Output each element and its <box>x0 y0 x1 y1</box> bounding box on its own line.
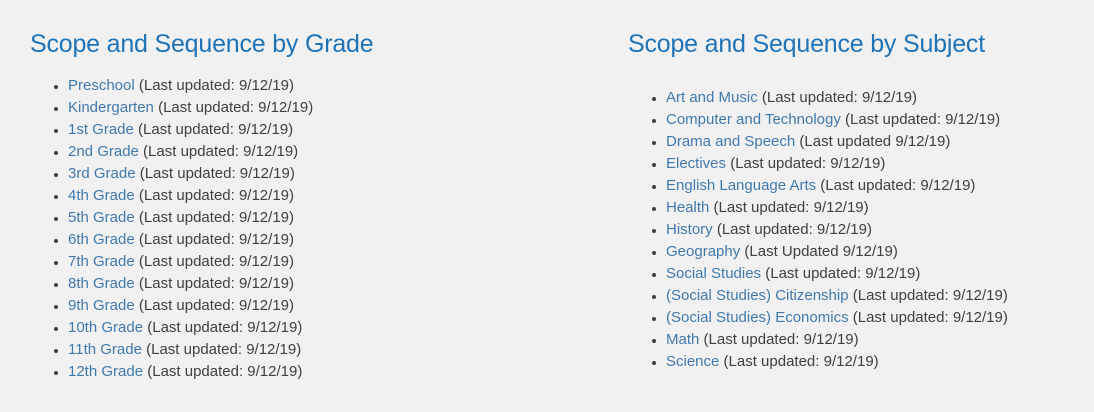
list-item: 3rd Grade (Last updated: 9/12/19) <box>68 163 598 185</box>
last-updated-text: (Last updated: 9/12/19) <box>134 297 294 314</box>
list-item: 6th Grade (Last updated: 9/12/19) <box>68 229 598 251</box>
last-updated-text: (Last updated: 9/12/19) <box>699 331 859 348</box>
list-item: Kindergarten (Last updated: 9/12/19) <box>68 97 598 119</box>
list-item: Health (Last updated: 9/12/19) <box>666 197 1094 219</box>
grade-link[interactable]: 8th Grade <box>68 275 135 292</box>
last-updated-text: (Last updated: 9/12/19) <box>143 363 303 380</box>
subject-link[interactable]: Science <box>666 353 720 370</box>
grade-link[interactable]: 4th Grade <box>68 187 135 204</box>
grade-link[interactable]: Preschool <box>68 77 135 94</box>
list-item: Computer and Technology (Last updated: 9… <box>666 109 1094 131</box>
subject-link[interactable]: Social Studies <box>666 265 762 282</box>
last-updated-text: (Last updated: 9/12/19) <box>135 165 295 182</box>
subject-link[interactable]: Electives <box>666 155 727 172</box>
last-updated-text: (Last updated: 9/12/19) <box>153 99 314 116</box>
section-by-grade: Scope and Sequence by Grade Preschool (L… <box>0 26 598 412</box>
last-updated-text: (Last updated: 9/12/19) <box>712 221 872 238</box>
section-by-subject: Scope and Sequence by Subject Art and Mu… <box>598 26 1094 412</box>
list-item: 1st Grade (Last updated: 9/12/19) <box>68 119 598 141</box>
last-updated-text: (Last updated: 9/12/19) <box>134 253 294 270</box>
last-updated-text: (Last updated: 9/12/19) <box>840 111 1001 128</box>
grade-link[interactable]: 3rd Grade <box>68 165 136 182</box>
grade-link[interactable]: 11th Grade <box>68 341 142 358</box>
grade-list: Preschool (Last updated: 9/12/19)Kinderg… <box>30 75 598 383</box>
list-item: Drama and Speech (Last updated 9/12/19) <box>666 131 1094 153</box>
last-updated-text: (Last updated: 9/12/19) <box>134 209 294 226</box>
subject-link[interactable]: Geography <box>666 243 741 260</box>
last-updated-text: (Last updated: 9/12/19) <box>143 319 303 336</box>
subject-link[interactable]: (Social Studies) Citizenship <box>666 287 849 304</box>
list-item: History (Last updated: 9/12/19) <box>666 219 1094 241</box>
section-title-by-subject: Scope and Sequence by Subject <box>628 30 985 58</box>
list-item: 5th Grade (Last updated: 9/12/19) <box>68 207 598 229</box>
last-updated-text: (Last updated: 9/12/19) <box>134 187 294 204</box>
list-item: 12th Grade (Last updated: 9/12/19) <box>68 361 598 383</box>
last-updated-text: (Last updated: 9/12/19) <box>757 89 917 106</box>
last-updated-text: (Last updated: 9/12/19) <box>141 341 302 358</box>
grade-link[interactable]: 10th Grade <box>68 319 144 336</box>
subject-link[interactable]: Computer and Technology <box>666 111 841 128</box>
list-item: Geography (Last Updated 9/12/19) <box>666 241 1094 263</box>
last-updated-text: (Last updated: 9/12/19) <box>726 155 886 172</box>
section-title-by-grade: Scope and Sequence by Grade <box>30 30 374 58</box>
last-updated-text: (Last updated: 9/12/19) <box>709 199 869 216</box>
grade-link[interactable]: 7th Grade <box>68 253 135 270</box>
list-item: Social Studies (Last updated: 9/12/19) <box>666 263 1094 285</box>
last-updated-text: (Last Updated 9/12/19) <box>740 243 898 260</box>
list-item: Math (Last updated: 9/12/19) <box>666 329 1094 351</box>
grade-link[interactable]: 9th Grade <box>68 297 135 314</box>
grade-link[interactable]: 1st Grade <box>68 121 134 138</box>
last-updated-text: (Last updated: 9/12/19) <box>848 309 1008 326</box>
list-item: (Social Studies) Economics (Last updated… <box>666 307 1094 329</box>
subject-link[interactable]: (Social Studies) Economics <box>666 309 849 326</box>
last-updated-text: (Last updated: 9/12/19) <box>761 265 921 282</box>
subject-link[interactable]: Art and Music <box>666 89 758 106</box>
list-item: 8th Grade (Last updated: 9/12/19) <box>68 273 598 295</box>
list-item: (Social Studies) Citizenship (Last updat… <box>666 285 1094 307</box>
subject-link[interactable]: Health <box>666 199 710 216</box>
last-updated-text: (Last updated: 9/12/19) <box>816 177 976 194</box>
list-item: 2nd Grade (Last updated: 9/12/19) <box>68 141 598 163</box>
list-item: 7th Grade (Last updated: 9/12/19) <box>68 251 598 273</box>
subject-list: Art and Music (Last updated: 9/12/19)Com… <box>628 87 1094 373</box>
last-updated-text: (Last updated: 9/12/19) <box>133 121 294 138</box>
list-item: 10th Grade (Last updated: 9/12/19) <box>68 317 598 339</box>
list-item: 4th Grade (Last updated: 9/12/19) <box>68 185 598 207</box>
last-updated-text: (Last updated: 9/12/19) <box>848 287 1008 304</box>
grade-link[interactable]: 2nd Grade <box>68 143 139 160</box>
subject-link[interactable]: History <box>666 221 713 238</box>
list-item: 9th Grade (Last updated: 9/12/19) <box>68 295 598 317</box>
list-item: Art and Music (Last updated: 9/12/19) <box>666 87 1094 109</box>
last-updated-text: (Last updated 9/12/19) <box>795 133 951 150</box>
list-item: English Language Arts (Last updated: 9/1… <box>666 175 1094 197</box>
last-updated-text: (Last updated: 9/12/19) <box>134 231 294 248</box>
list-item: 11th Grade (Last updated: 9/12/19) <box>68 339 598 361</box>
list-item: Science (Last updated: 9/12/19) <box>666 351 1094 373</box>
last-updated-text: (Last updated: 9/12/19) <box>134 77 294 94</box>
grade-link[interactable]: 6th Grade <box>68 231 135 248</box>
list-item: Preschool (Last updated: 9/12/19) <box>68 75 598 97</box>
subject-link[interactable]: Drama and Speech <box>666 133 796 150</box>
grade-link[interactable]: 12th Grade <box>68 363 144 380</box>
last-updated-text: (Last updated: 9/12/19) <box>719 353 879 370</box>
grade-link[interactable]: Kindergarten <box>68 99 154 116</box>
subject-link[interactable]: English Language Arts <box>666 177 817 194</box>
grade-link[interactable]: 5th Grade <box>68 209 135 226</box>
last-updated-text: (Last updated: 9/12/19) <box>134 275 294 292</box>
subject-link[interactable]: Math <box>666 331 700 348</box>
last-updated-text: (Last updated: 9/12/19) <box>138 143 299 160</box>
list-item: Electives (Last updated: 9/12/19) <box>666 153 1094 175</box>
